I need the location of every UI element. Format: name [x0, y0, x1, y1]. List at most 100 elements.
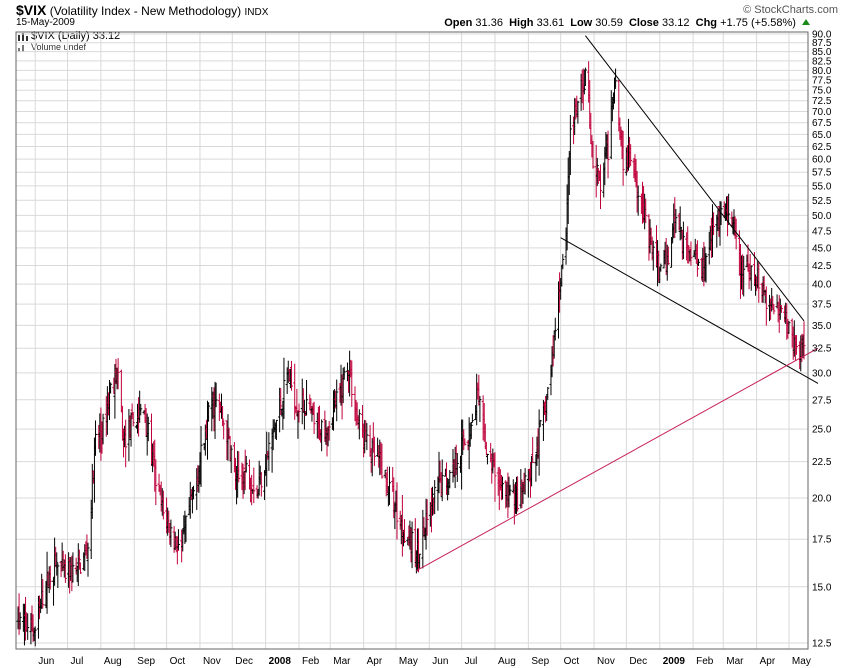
y-tick-label: 67.5 — [812, 118, 832, 129]
price-bar — [666, 246, 670, 265]
price-bar — [621, 130, 625, 186]
y-tick-label: 52.5 — [812, 196, 832, 207]
ohlc-bars-icon — [18, 32, 28, 41]
price-bar — [576, 100, 580, 124]
y-tick-label: 82.5 — [812, 56, 832, 67]
low-value: 30.59 — [595, 17, 623, 29]
x-tick-label: May — [399, 656, 418, 667]
price-bar — [553, 317, 557, 341]
price-bar — [727, 193, 731, 226]
price-bar — [327, 421, 331, 441]
legend-volume-label: Volume undef — [31, 42, 87, 52]
price-bar — [734, 218, 738, 250]
price-bar — [56, 563, 60, 589]
chg-value: +1.75 (+5.58%) — [720, 17, 796, 29]
y-tick-label: 12.5 — [812, 639, 832, 650]
price-bar — [41, 579, 45, 609]
price-bar — [48, 565, 52, 590]
plot-frame — [15, 31, 809, 650]
ticker-symbol: $VIX — [16, 2, 47, 18]
x-tick-label: May — [792, 656, 811, 667]
price-bar — [169, 519, 173, 548]
price-bar — [279, 387, 283, 416]
price-bar — [463, 438, 467, 446]
volume-bars-icon — [18, 44, 28, 52]
price-bar — [71, 552, 75, 583]
price-bar — [94, 420, 98, 456]
price-bar — [372, 436, 376, 466]
price-bar — [267, 432, 271, 471]
price-bar — [469, 422, 473, 440]
price-bar — [297, 403, 301, 423]
x-tick-label: Nov — [203, 656, 221, 667]
price-bar — [802, 321, 806, 360]
price-bar — [595, 157, 599, 186]
price-bar — [485, 453, 489, 465]
y-tick-label: 60.0 — [812, 155, 832, 166]
quote-summary: Open 31.36 High 33.61 Low 30.59 Close 33… — [444, 17, 810, 29]
legend-price-label: $VIX (Daily) 33.12 — [31, 30, 121, 42]
x-axis: Jun Jul Aug Sep Oct Nov Dec 2008 Feb Mar Apr May Jun… — [38, 656, 811, 667]
price-bar — [252, 467, 256, 504]
chart-date: 15-May-2009 — [16, 17, 75, 28]
price-bar — [448, 470, 452, 489]
y-tick-label: 27.5 — [812, 395, 832, 406]
y-tick-label: 90.0 — [812, 30, 832, 41]
price-bar — [229, 445, 233, 474]
price-bar — [282, 357, 286, 419]
x-tick-label: Jun — [432, 656, 448, 667]
chart-legend: $VIX (Daily) 33.12 Volume undef — [18, 31, 120, 53]
low-label: Low — [570, 17, 593, 29]
y-tick-label: 32.5 — [812, 344, 832, 355]
y-tick-label: 72.5 — [812, 96, 832, 107]
price-bar — [538, 419, 542, 427]
price-bar — [146, 416, 150, 442]
price-bar — [18, 612, 22, 630]
x-tick-label: Jul — [465, 656, 478, 667]
x-tick-label: Dec — [629, 656, 647, 667]
price-bar — [431, 486, 435, 516]
y-tick-label: 87.5 — [812, 38, 832, 49]
legend-price: $VIX (Daily) 33.12 — [18, 31, 120, 42]
y-tick-label: 35.0 — [812, 321, 832, 332]
x-tick-label: 2009 — [663, 656, 686, 667]
price-bar — [440, 459, 444, 502]
price-bar — [237, 451, 241, 483]
price-bar — [568, 114, 572, 176]
price-bar — [410, 521, 414, 569]
grid-lines — [16, 32, 808, 649]
price-bar — [764, 286, 768, 326]
price-bar — [695, 240, 699, 277]
price-bar — [687, 245, 691, 264]
y-tick-label: 55.0 — [812, 181, 832, 192]
price-bar — [192, 485, 196, 500]
y-tick-label: 75.0 — [812, 86, 832, 97]
price-bar — [742, 255, 746, 297]
trendline-support-upper — [560, 237, 819, 384]
price-bar — [175, 536, 179, 565]
open-value: 31.36 — [475, 17, 503, 29]
price-bar — [357, 409, 361, 440]
y-tick-label: 85.0 — [812, 47, 832, 58]
price-bar — [704, 253, 708, 283]
price-bar — [380, 443, 384, 479]
price-bar — [383, 469, 387, 479]
trendline-resistance — [585, 35, 805, 322]
price-bar — [551, 335, 555, 367]
y-tick-label: 37.5 — [812, 300, 832, 311]
price-bar — [55, 552, 59, 576]
price-bar — [305, 379, 309, 416]
price-bar — [508, 484, 512, 496]
price-bar — [199, 426, 203, 487]
price-bar — [342, 366, 346, 380]
price-bar — [109, 382, 113, 394]
price-bar — [749, 265, 753, 291]
close-value: 33.12 — [661, 17, 690, 29]
price-bar — [425, 499, 429, 536]
price-bar — [786, 318, 790, 339]
price-bar — [418, 553, 422, 569]
x-tick-label: Oct — [564, 656, 580, 667]
price-bar — [696, 258, 700, 266]
y-tick-label: 80.0 — [812, 66, 832, 77]
